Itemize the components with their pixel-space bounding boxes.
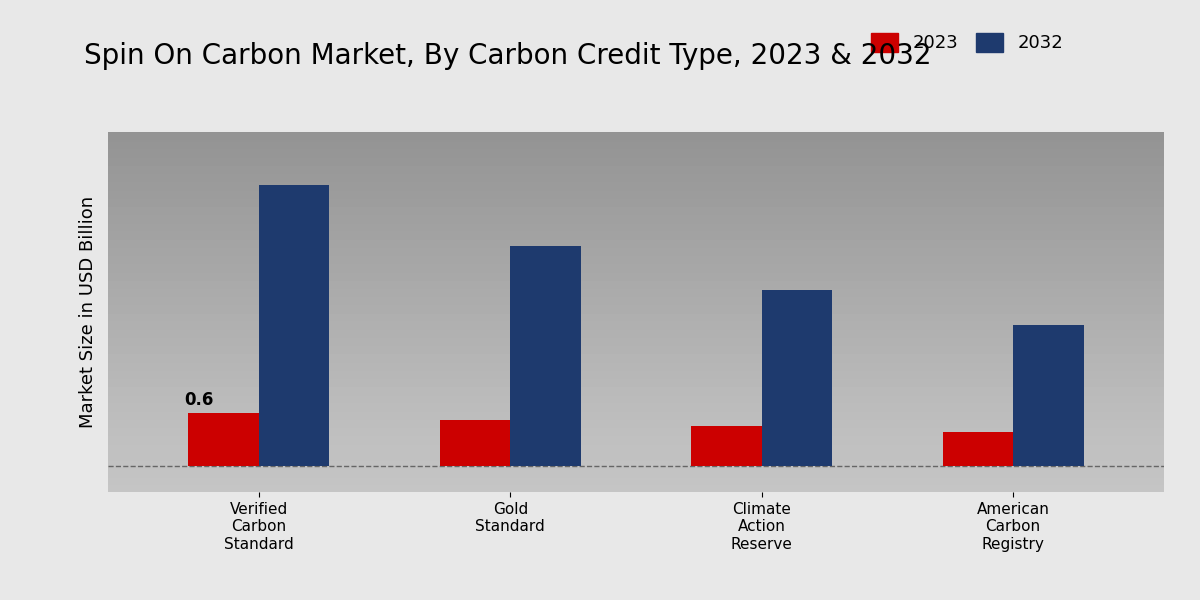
Text: Spin On Carbon Market, By Carbon Credit Type, 2023 & 2032: Spin On Carbon Market, By Carbon Credit … bbox=[84, 42, 931, 70]
Bar bbox=[691, 426, 762, 466]
Bar bbox=[510, 246, 581, 466]
Bar bbox=[440, 420, 510, 466]
Bar bbox=[188, 413, 259, 466]
Legend: 2023, 2032: 2023, 2032 bbox=[864, 26, 1070, 59]
Bar bbox=[1013, 325, 1084, 466]
Y-axis label: Market Size in USD Billion: Market Size in USD Billion bbox=[79, 196, 97, 428]
Bar bbox=[943, 432, 1013, 466]
Text: 0.6: 0.6 bbox=[185, 391, 214, 409]
Bar bbox=[762, 290, 832, 466]
Bar bbox=[259, 185, 329, 466]
